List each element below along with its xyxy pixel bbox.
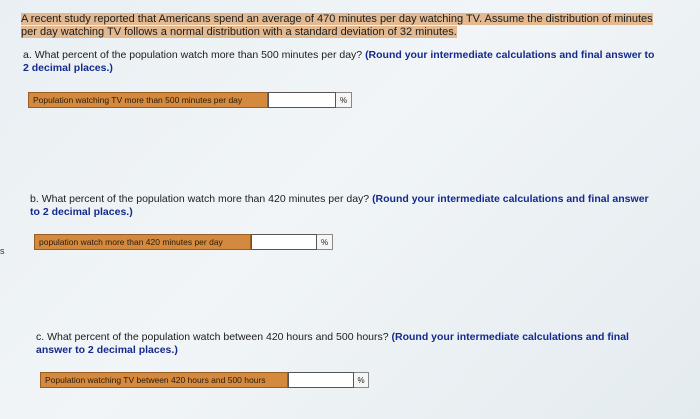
question-c: c. What percent of the population watch … — [36, 331, 661, 357]
question-text: What percent of the population watch bet… — [47, 331, 389, 343]
question-a: a. What percent of the population watch … — [23, 49, 663, 75]
sidebar-edge-text: s — [0, 246, 5, 256]
instruction-text: (Round your intermediate calculations an… — [36, 331, 629, 356]
problem-statement: A recent study reported that Americans s… — [21, 13, 666, 38]
part-letter: c. — [36, 331, 45, 343]
answer-label: Population watching TV between 420 hours… — [40, 372, 288, 388]
answer-label: Population watching TV more than 500 min… — [28, 92, 268, 108]
instruction-text: (Round your intermediate calculations an… — [23, 49, 655, 74]
percent-unit: % — [336, 92, 352, 108]
part-letter: b. — [30, 193, 39, 205]
answer-row-c: Population watching TV between 420 hours… — [40, 372, 369, 388]
question-text: What percent of the population watch mor… — [41, 193, 370, 205]
instruction-text: (Round your intermediate calculations an… — [30, 193, 649, 218]
answer-input-a[interactable] — [268, 92, 336, 108]
intro-text: A recent study reported that Americans s… — [21, 13, 653, 38]
percent-unit: % — [317, 234, 333, 250]
answer-input-b[interactable] — [251, 234, 317, 250]
part-letter: a. — [23, 49, 32, 61]
question-b: b. What percent of the population watch … — [30, 193, 660, 219]
question-text: What percent of the population watch mor… — [34, 49, 363, 61]
percent-unit: % — [354, 372, 369, 388]
answer-row-a: Population watching TV more than 500 min… — [28, 92, 352, 108]
answer-label: population watch more than 420 minutes p… — [34, 234, 251, 250]
answer-row-b: population watch more than 420 minutes p… — [34, 234, 333, 250]
answer-input-c[interactable] — [288, 372, 354, 388]
